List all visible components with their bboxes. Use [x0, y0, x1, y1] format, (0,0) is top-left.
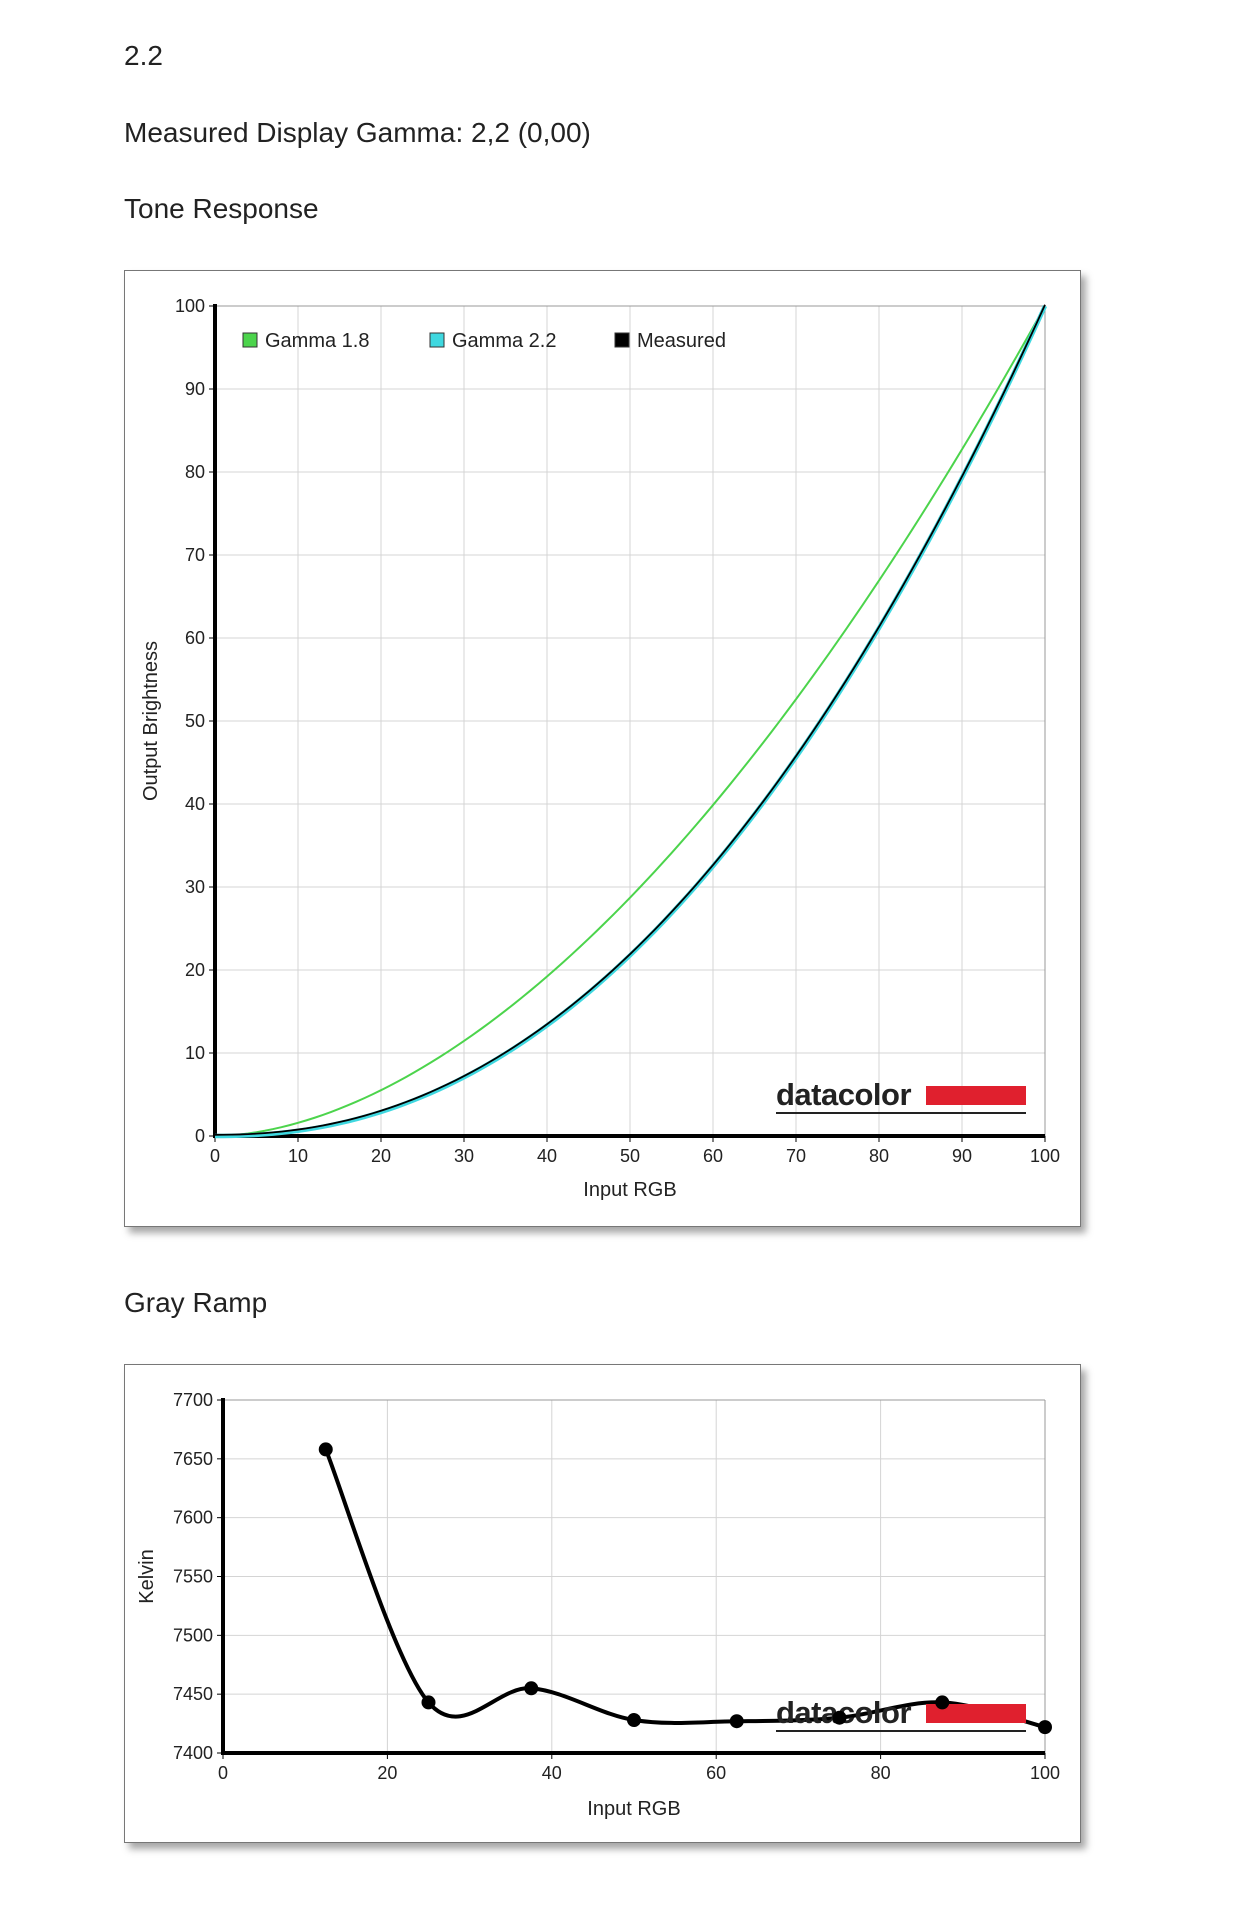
legend-swatch: [242, 332, 258, 348]
legend-label: Gamma 1.8: [265, 330, 369, 352]
x-tick-label: 80: [871, 1763, 891, 1783]
legend-swatch: [614, 332, 630, 348]
x-tick-label: 20: [377, 1763, 397, 1783]
x-tick-label: 20: [371, 1146, 391, 1166]
y-tick-label: 80: [185, 462, 205, 482]
data-point: [524, 1681, 539, 1696]
legend-label: Measured: [637, 330, 726, 352]
x-tick-label: 0: [210, 1146, 220, 1166]
y-tick-label: 7400: [173, 1743, 213, 1763]
x-tick-label: 100: [1030, 1763, 1060, 1783]
series-line-gamma-1-8: [214, 305, 1046, 1137]
x-tick-label: 30: [454, 1146, 474, 1166]
y-tick-label: 100: [175, 296, 205, 316]
data-point: [318, 1442, 333, 1457]
y-tick-label: 10: [185, 1043, 205, 1063]
x-axis-title: Input RGB: [587, 1798, 680, 1820]
data-point: [832, 1710, 847, 1725]
x-tick-label: 10: [288, 1146, 308, 1166]
x-tick-label: 40: [537, 1146, 557, 1166]
y-tick-label: 7600: [173, 1508, 213, 1528]
y-tick-label: 20: [185, 960, 205, 980]
datacolor-logo-bar: [926, 1086, 1026, 1105]
y-tick-label: 90: [185, 379, 205, 399]
x-tick-label: 60: [703, 1146, 723, 1166]
x-tick-label: 60: [706, 1763, 726, 1783]
x-tick-label: 50: [620, 1146, 640, 1166]
x-tick-label: 70: [786, 1146, 806, 1166]
y-tick-label: 7450: [173, 1684, 213, 1704]
series-line-measured: [214, 304, 1046, 1136]
data-point: [935, 1695, 950, 1710]
gray-ramp-title: Gray Ramp: [124, 1287, 268, 1318]
tone-response-title: Tone Response: [124, 193, 319, 224]
series-line-kelvin: [323, 1448, 1046, 1730]
y-tick-label: 7650: [173, 1449, 213, 1469]
y-tick-label: 40: [185, 794, 205, 814]
tone-response-chart: 0 10 20 30 40 50 60 70 80 90 100 0 10 20 30 40 50 60 70 80 9…: [124, 270, 1081, 1227]
y-tick-label: 0: [195, 1126, 205, 1146]
x-tick-label: 90: [952, 1146, 972, 1166]
x-tick-label: 40: [542, 1763, 562, 1783]
y-tick-label: 7500: [173, 1625, 213, 1645]
data-point: [421, 1695, 436, 1710]
y-tick-label: 30: [185, 877, 205, 897]
x-axis-title: Input RGB: [583, 1179, 676, 1201]
y-tick-label: 7700: [173, 1390, 213, 1410]
datacolor-logo-bar: [926, 1704, 1026, 1723]
data-point: [1038, 1720, 1052, 1735]
y-axis-title: Output Brightness: [140, 641, 162, 801]
legend-swatch: [429, 332, 445, 348]
data-point: [729, 1714, 744, 1729]
y-tick-label: 60: [185, 628, 205, 648]
datacolor-logo-text: datacolor: [776, 1077, 911, 1112]
y-tick-label: 50: [185, 711, 205, 731]
x-tick-label: 0: [218, 1763, 228, 1783]
gray-ramp-plot: 0 20 40 60 80 100 7400 7450 7500 7550 7600 7650 7700…: [136, 1390, 1060, 1820]
y-tick-label: 7550: [173, 1567, 213, 1587]
y-axis-title: Kelvin: [136, 1549, 158, 1603]
version-label: 2.2: [124, 40, 163, 71]
data-point: [627, 1713, 641, 1728]
x-tick-label: 80: [869, 1146, 889, 1166]
tone-response-plot: 0 10 20 30 40 50 60 70 80 90 100 0 10 20 30 40 50 60 70 80 9…: [140, 296, 1060, 1201]
gray-ramp-chart: 0 20 40 60 80 100 7400 7450 7500 7550 7600 7650 7700…: [124, 1364, 1081, 1843]
x-tick-label: 100: [1030, 1146, 1060, 1166]
measured-gamma-text: Measured Display Gamma: 2,2 (0,00): [124, 117, 591, 148]
y-tick-label: 70: [185, 545, 205, 565]
legend-label: Gamma 2.2: [452, 330, 556, 352]
